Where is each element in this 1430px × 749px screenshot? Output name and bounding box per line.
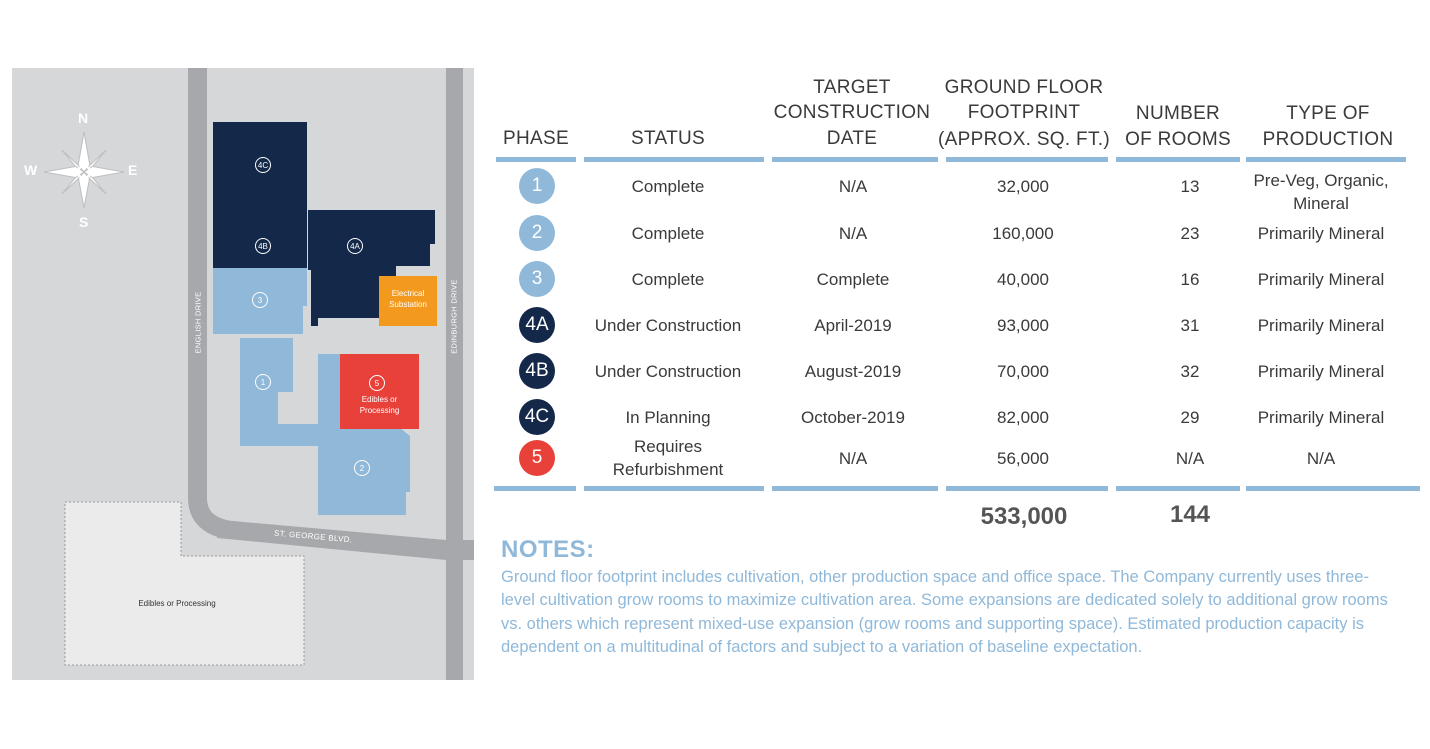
map-marker-1: 1: [255, 374, 271, 390]
electrical-substation-label-1: Electrical: [391, 289, 425, 298]
phase-badge: 5: [519, 440, 555, 476]
edibles-lot-label: Edibles or Processing: [138, 599, 216, 608]
footer-rule-phase: [494, 486, 576, 491]
compass-s: S: [79, 214, 89, 230]
compass-w: W: [24, 162, 38, 178]
footer-rule-status: [584, 486, 764, 491]
footer-rule-date: [772, 486, 938, 491]
target-date-cell: N/A: [838, 223, 868, 243]
map-marker-2: 2: [354, 460, 370, 476]
map-marker-5: 5: [369, 375, 385, 391]
status-cell: Complete: [631, 269, 705, 289]
total-footprint: 533,000: [980, 503, 1068, 530]
header-footprint-2: FOOTPRINT: [967, 102, 1081, 123]
notes-title: NOTES:: [501, 536, 595, 563]
building-5-label-1: Edibles or: [361, 395, 398, 404]
header-rule-phase: [496, 157, 576, 162]
footer-rule-footprint: [946, 486, 1108, 491]
phase-badge: 4A: [519, 307, 555, 343]
header-rooms-2: OF ROOMS: [1125, 129, 1231, 150]
footprint-cell: 82,000: [997, 407, 1049, 427]
building-5-label-2: Processing: [359, 406, 400, 415]
phase-badge: 1: [519, 168, 555, 204]
production-cell: Primarily Mineral: [1257, 407, 1385, 427]
header-status: STATUS: [631, 128, 705, 149]
edinburgh-drive-road: [446, 68, 463, 680]
target-date-cell: Complete: [816, 269, 890, 289]
rooms-cell: N/A: [1175, 448, 1205, 468]
map-marker-3: 3: [252, 292, 268, 308]
status-cell: Under Construction: [594, 361, 742, 381]
phase-badge: 2: [519, 215, 555, 251]
header-target-2: CONSTRUCTION: [773, 102, 931, 123]
header-rule-status: [584, 157, 764, 162]
target-date-cell: N/A: [838, 448, 868, 468]
electrical-substation-label-2: Substation: [389, 300, 427, 309]
production-cell: Primarily Mineral: [1257, 269, 1385, 289]
target-date-cell: October-2019: [801, 407, 905, 427]
compass-e: E: [128, 162, 138, 178]
status-cell: Under Construction: [594, 315, 742, 335]
status-cell: In Planning: [625, 407, 711, 427]
rooms-cell: 32: [1180, 361, 1200, 381]
header-production-1: TYPE OF: [1286, 103, 1370, 124]
map-marker-4a: 4A: [347, 238, 363, 254]
notes-body: Ground floor footprint includes cultivat…: [501, 568, 1388, 656]
footprint-cell: 32,000: [997, 176, 1049, 196]
building-4a: [308, 210, 435, 326]
footer-rule-production: [1246, 486, 1420, 491]
footprint-cell: 56,000: [997, 448, 1049, 468]
phase-badge: 4B: [519, 353, 555, 389]
header-rule-production: [1246, 157, 1406, 162]
footprint-cell: 160,000: [992, 223, 1054, 243]
header-phase: PHASE: [503, 128, 569, 149]
status-cell: Complete: [631, 223, 705, 243]
rooms-cell: 29: [1180, 407, 1200, 427]
production-cell: Pre-Veg, Organic,: [1253, 171, 1389, 190]
target-date-cell: August-2019: [804, 361, 902, 381]
header-rule-date: [772, 157, 938, 162]
header-rule-footprint: [946, 157, 1108, 162]
header-footprint-3: (APPROX. SQ. FT.): [938, 129, 1110, 150]
header-footprint-1: GROUND FLOOR: [944, 77, 1104, 98]
compass-rose-icon: [43, 131, 125, 209]
rooms-cell: 23: [1180, 223, 1200, 243]
total-rooms: 144: [1169, 501, 1211, 528]
header-target-1: TARGET: [813, 77, 891, 98]
footprint-cell: 93,000: [997, 315, 1049, 335]
header-target-3: DATE: [826, 128, 878, 149]
footprint-cell: 70,000: [997, 361, 1049, 381]
compass-n: N: [78, 110, 89, 126]
english-drive-road: [188, 68, 207, 498]
header-rule-rooms: [1116, 157, 1240, 162]
rooms-cell: 31: [1180, 315, 1200, 335]
target-date-cell: April-2019: [814, 315, 892, 335]
header-rooms-1: NUMBER: [1135, 103, 1221, 124]
status-cell: Refurbishment: [612, 460, 724, 479]
electrical-substation: [379, 276, 437, 326]
phase-badge: 4C: [519, 399, 555, 435]
footprint-cell: 40,000: [997, 269, 1049, 289]
status-cell: Requires: [633, 437, 703, 456]
production-cell: Mineral: [1293, 194, 1349, 213]
status-cell: Complete: [631, 176, 705, 196]
site-map: ENGLISH DRIVE EDINBURGH DRIVE ST. GEORGE…: [12, 68, 474, 680]
building-5: [340, 354, 419, 429]
production-cell: Primarily Mineral: [1257, 315, 1385, 335]
production-cell: Primarily Mineral: [1257, 223, 1385, 243]
header-production-2: PRODUCTION: [1262, 129, 1394, 150]
rooms-cell: 13: [1180, 176, 1200, 196]
footer-rule-rooms: [1116, 486, 1240, 491]
map-marker-4c: 4C: [255, 157, 271, 173]
rooms-cell: 16: [1180, 269, 1200, 289]
map-marker-4b: 4B: [255, 238, 271, 254]
production-cell: Primarily Mineral: [1257, 361, 1385, 381]
phase-badge: 3: [519, 261, 555, 297]
edibles-lot: [64, 501, 305, 666]
production-cell: N/A: [1306, 448, 1336, 468]
target-date-cell: N/A: [838, 176, 868, 196]
